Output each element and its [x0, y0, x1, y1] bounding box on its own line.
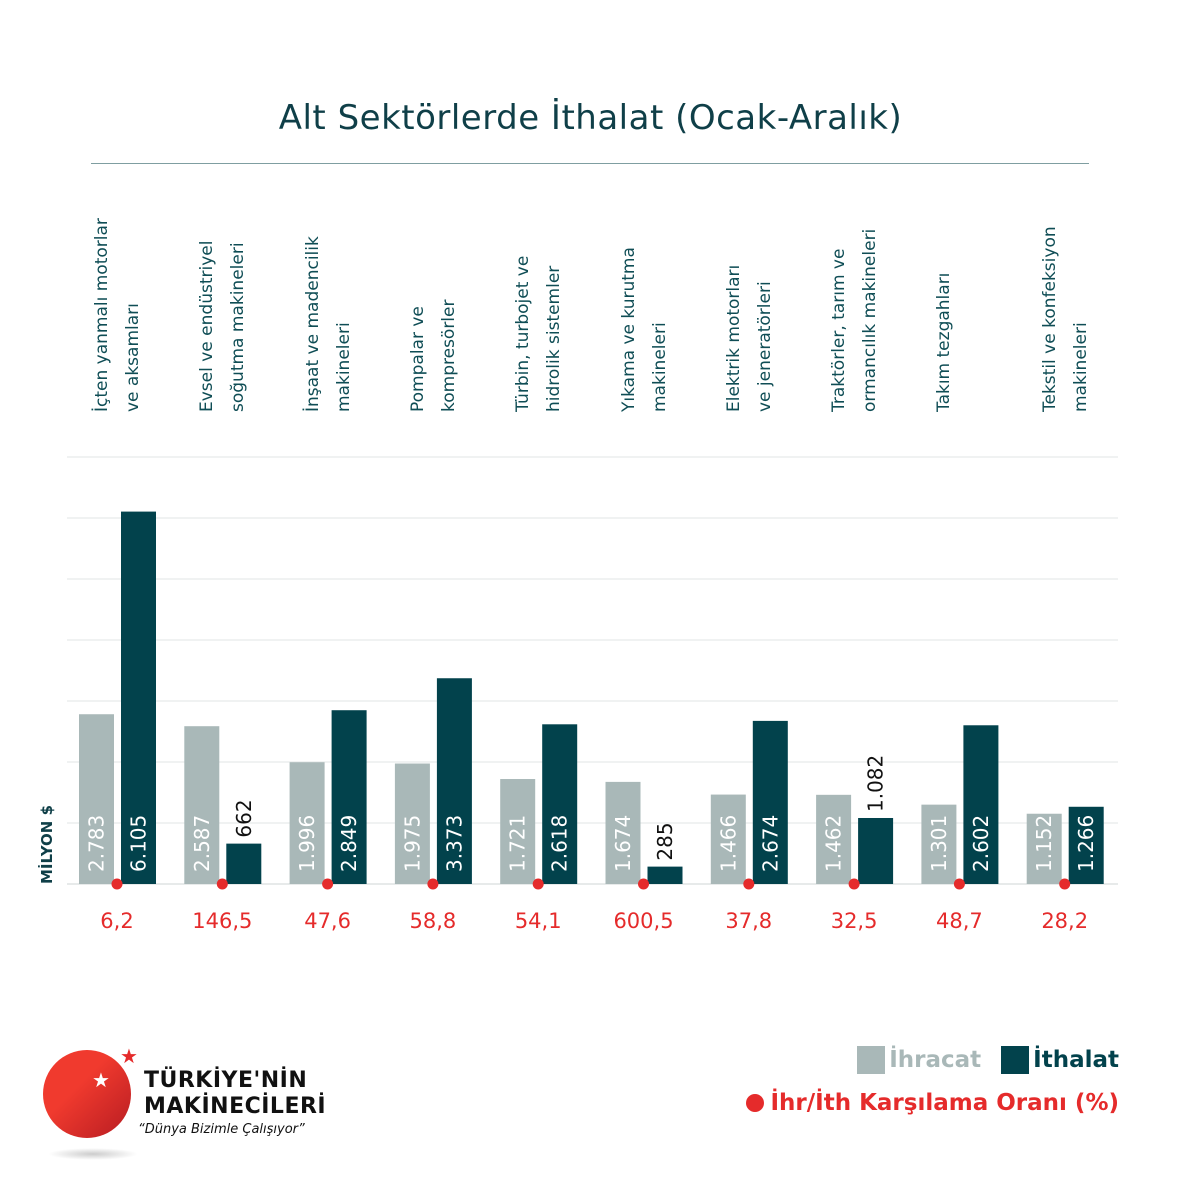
ratio-label: 32,5	[831, 909, 878, 933]
import-bar	[121, 511, 156, 884]
logo-slogan: “Dünya Bizimle Çalışıyor”	[138, 1122, 305, 1137]
export-bar	[79, 714, 114, 884]
legend-ratio: İhr/İth Karşılama Oranı (%)	[770, 1090, 1119, 1116]
ratio-dot	[427, 878, 439, 890]
ratio-label: 37,8	[725, 909, 772, 933]
bar-value-label: 6.105	[127, 815, 151, 872]
ratio-dot	[743, 878, 755, 890]
import-bar	[858, 817, 894, 884]
logo-star-icon: ★	[92, 1068, 110, 1092]
ratio-label: 58,8	[410, 909, 457, 933]
bar-value-label: 1.301	[927, 815, 951, 872]
export-bar	[816, 794, 852, 884]
ratio-dot	[216, 878, 228, 890]
bar-value-label: 2.849	[337, 815, 361, 872]
export-bar	[184, 726, 220, 884]
bar-value-label: 1.975	[400, 815, 424, 872]
chart-title: Alt Sektörlerde İthalat (Ocak-Aralık)	[278, 98, 903, 138]
bar-chart: MİLYON $ 2.783 6.105 6,2 2.587 662 146,5 1.996 2…	[37, 456, 1118, 933]
export-bar	[921, 804, 957, 884]
export-bar	[394, 763, 430, 884]
bar-value-label: 2.587	[190, 815, 214, 872]
ratio-dot	[953, 878, 965, 890]
y-axis-label: MİLYON $	[37, 805, 56, 884]
import-bar	[752, 720, 788, 884]
ratio-dot	[532, 878, 544, 890]
bar-value-label: 1.266	[1074, 815, 1098, 872]
legend: İhracat İthalat İhr/İth Karşılama Oranı …	[746, 1046, 1119, 1132]
ratio-dot	[1059, 878, 1071, 890]
import-bar	[331, 710, 367, 884]
export-bar	[1026, 813, 1062, 884]
logo-line2: MAKİNECİLERİ	[144, 1094, 327, 1119]
ratio-dot	[638, 878, 649, 890]
bar-value-label: 2.674	[758, 815, 782, 872]
bar-value-label: 1.674	[611, 815, 635, 872]
bar-value-label: 2.783	[85, 815, 109, 872]
logo: ★ ★ TÜRKİYE'NİN MAKİNECİLERİ “Dünya Bizi…	[40, 1044, 340, 1163]
title-divider	[91, 163, 1089, 164]
ratio-dot	[111, 878, 123, 890]
ratio-label: 6,2	[100, 909, 133, 933]
ratio-dot	[848, 878, 860, 890]
bar-value-label: 1.996	[295, 815, 319, 872]
import-bar	[226, 843, 262, 884]
import-bar	[963, 725, 999, 884]
bar-value-label: 1.466	[716, 815, 740, 872]
ratio-dot-icon	[746, 1094, 765, 1112]
ratio-label: 146,5	[192, 909, 252, 933]
bar-value-label: 1.462	[822, 815, 846, 872]
export-bar	[500, 779, 536, 884]
bar-value-label: 2.602	[969, 815, 993, 872]
logo-line1: TÜRKİYE'NİN	[144, 1068, 308, 1093]
bar-value-label: 285	[653, 822, 677, 860]
export-bar	[710, 794, 746, 884]
ratio-label: 47,6	[304, 909, 351, 933]
legend-import: İthalat	[1033, 1047, 1119, 1073]
legend-export: İhracat	[889, 1047, 982, 1073]
bar-value-label: 1.721	[506, 815, 530, 872]
ratio-label: 28,2	[1041, 909, 1088, 933]
bar-value-label: 1.082	[864, 755, 888, 812]
logo-star-icon: ★	[120, 1044, 138, 1068]
logo-circle	[43, 1050, 131, 1138]
import-bar	[647, 866, 683, 884]
export-bar	[605, 781, 641, 884]
bar-value-label: 662	[232, 799, 256, 837]
logo-shadow	[48, 1148, 138, 1160]
ratio-label: 48,7	[936, 909, 983, 933]
ratio-dot	[322, 878, 334, 890]
import-bar	[542, 724, 578, 884]
import-bar	[436, 678, 472, 884]
ratio-label: 600,5	[613, 909, 673, 933]
import-bar	[1068, 806, 1104, 884]
export-bar	[289, 762, 325, 884]
bar-value-label: 2.618	[548, 815, 572, 872]
import-swatch	[1001, 1046, 1030, 1074]
legend-ratio-row: İhr/İth Karşılama Oranı (%)	[746, 1090, 1119, 1116]
bar-value-label: 1.152	[1032, 815, 1056, 872]
export-swatch	[857, 1046, 886, 1074]
ratio-label: 54,1	[515, 909, 562, 933]
legend-bars: İhracat İthalat	[746, 1046, 1119, 1074]
bar-value-label: 3.373	[442, 815, 466, 872]
